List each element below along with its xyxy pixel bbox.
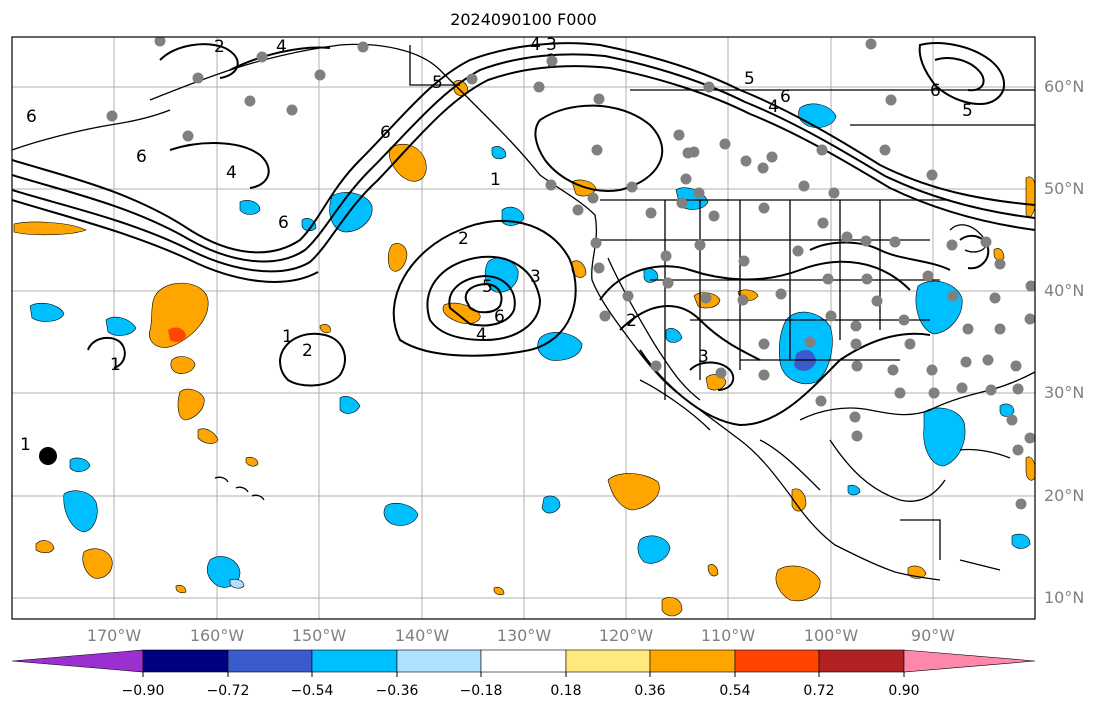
contour-label: 5 <box>962 101 973 121</box>
contour-label: 1 <box>490 170 501 190</box>
contour-label: 2 <box>626 311 637 331</box>
contour-label: 5 <box>744 69 755 89</box>
lat-label: 40°N <box>1044 281 1085 300</box>
contour-label: 3 <box>546 35 557 55</box>
contour-label: 4 <box>768 97 779 117</box>
colorbar-tick-label: 0.72 <box>803 683 835 699</box>
station-markers <box>106 37 1035 510</box>
colorbar-segment <box>903 649 1036 673</box>
contour-label: 1 <box>110 355 121 375</box>
contour-label: 2 <box>458 229 469 249</box>
contour-label: 6 <box>780 87 791 107</box>
colorbar-tick-label: −0.90 <box>121 683 165 699</box>
contour-label: 4 <box>476 325 487 345</box>
contour-label: 6 <box>136 147 147 167</box>
contour-label: 2 <box>214 37 225 57</box>
contour-label: 4 <box>226 163 237 183</box>
contour-label: 2 <box>302 341 313 361</box>
map-title: 2024090100 F000 <box>450 10 597 29</box>
colorbar <box>11 649 1036 677</box>
contour-label: 3 <box>698 347 709 367</box>
lat-label: 30°N <box>1044 383 1085 402</box>
contour-label: 6 <box>494 307 505 327</box>
lat-label: 50°N <box>1044 179 1085 198</box>
colorbar-segment <box>227 649 313 673</box>
contour-label: 6 <box>26 107 37 127</box>
contour-label: 5 <box>432 73 443 93</box>
contour-label: 1 <box>20 435 31 455</box>
coastlines <box>12 43 1035 581</box>
colorbar-tick-label: 0.36 <box>634 683 666 699</box>
colorbar-segment <box>311 649 398 673</box>
colorbar-segment <box>11 649 144 673</box>
colorbar-segment <box>480 649 567 673</box>
contour-label: 6 <box>278 213 289 233</box>
lon-label: 110°W <box>700 626 756 645</box>
lat-label: 20°N <box>1044 486 1085 505</box>
lon-label: 170°W <box>86 626 142 645</box>
height-contours <box>12 42 1035 427</box>
colorbar-tick-label: −0.72 <box>206 683 250 699</box>
lon-label: 130°W <box>496 626 552 645</box>
contour-label: 6 <box>380 123 391 143</box>
positive-anomaly-fills <box>13 80 1035 617</box>
colorbar-tick-label: 0.90 <box>888 683 920 699</box>
colorbar-tick-label: −0.36 <box>375 683 419 699</box>
colorbar-tick-label: 0.54 <box>719 683 751 699</box>
contour-label: 4 <box>530 35 541 55</box>
lon-label: 90°W <box>910 626 956 645</box>
lon-label: 100°W <box>803 626 859 645</box>
contour-label: 3 <box>530 267 541 287</box>
lon-label: 160°W <box>189 626 245 645</box>
highlight-point-marker <box>39 447 57 465</box>
colorbar-tick-label: −0.54 <box>290 683 334 699</box>
contour-label: 1 <box>282 327 293 347</box>
contour-label: 6 <box>930 81 941 101</box>
colorbar-tick-label: −0.18 <box>459 683 503 699</box>
colorbar-segment <box>142 649 229 673</box>
lon-label: 150°W <box>291 626 347 645</box>
colorbar-segment <box>649 649 736 673</box>
colorbar-segment <box>396 649 482 673</box>
colorbar-segment <box>734 649 820 673</box>
map-frame <box>11 36 1036 620</box>
lat-label: 60°N <box>1044 77 1085 96</box>
lat-label: 10°N <box>1044 588 1085 607</box>
lon-label: 120°W <box>598 626 654 645</box>
contour-labels: 5 6 4 3 2 2 1 1 1 4 6 6 5 2 3 6 4 5 1 4 … <box>20 35 973 455</box>
colorbar-segment <box>565 649 651 673</box>
colorbar-tick-label: 0.18 <box>550 683 582 699</box>
contour-label: 4 <box>276 37 287 57</box>
colorbar-segment <box>818 649 905 673</box>
contour-label: 5 <box>482 277 493 297</box>
lon-label: 140°W <box>394 626 450 645</box>
